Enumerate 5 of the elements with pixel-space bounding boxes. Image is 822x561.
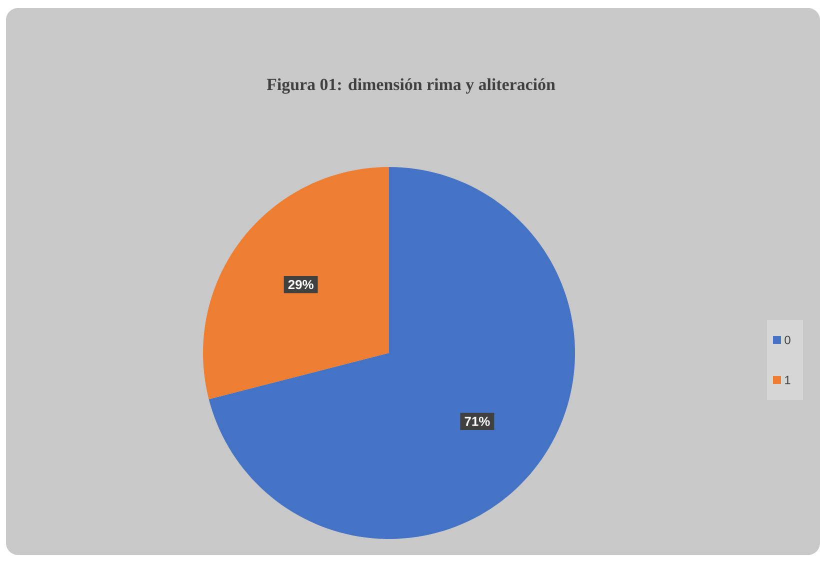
data-label: 29% — [288, 280, 314, 290]
data-label: 71% — [464, 416, 490, 426]
legend-label: 1 — [785, 376, 790, 384]
legend-label: 0 — [784, 336, 790, 344]
chart-title: Figura 01: dimensión rima y aliteración — [266, 78, 556, 94]
